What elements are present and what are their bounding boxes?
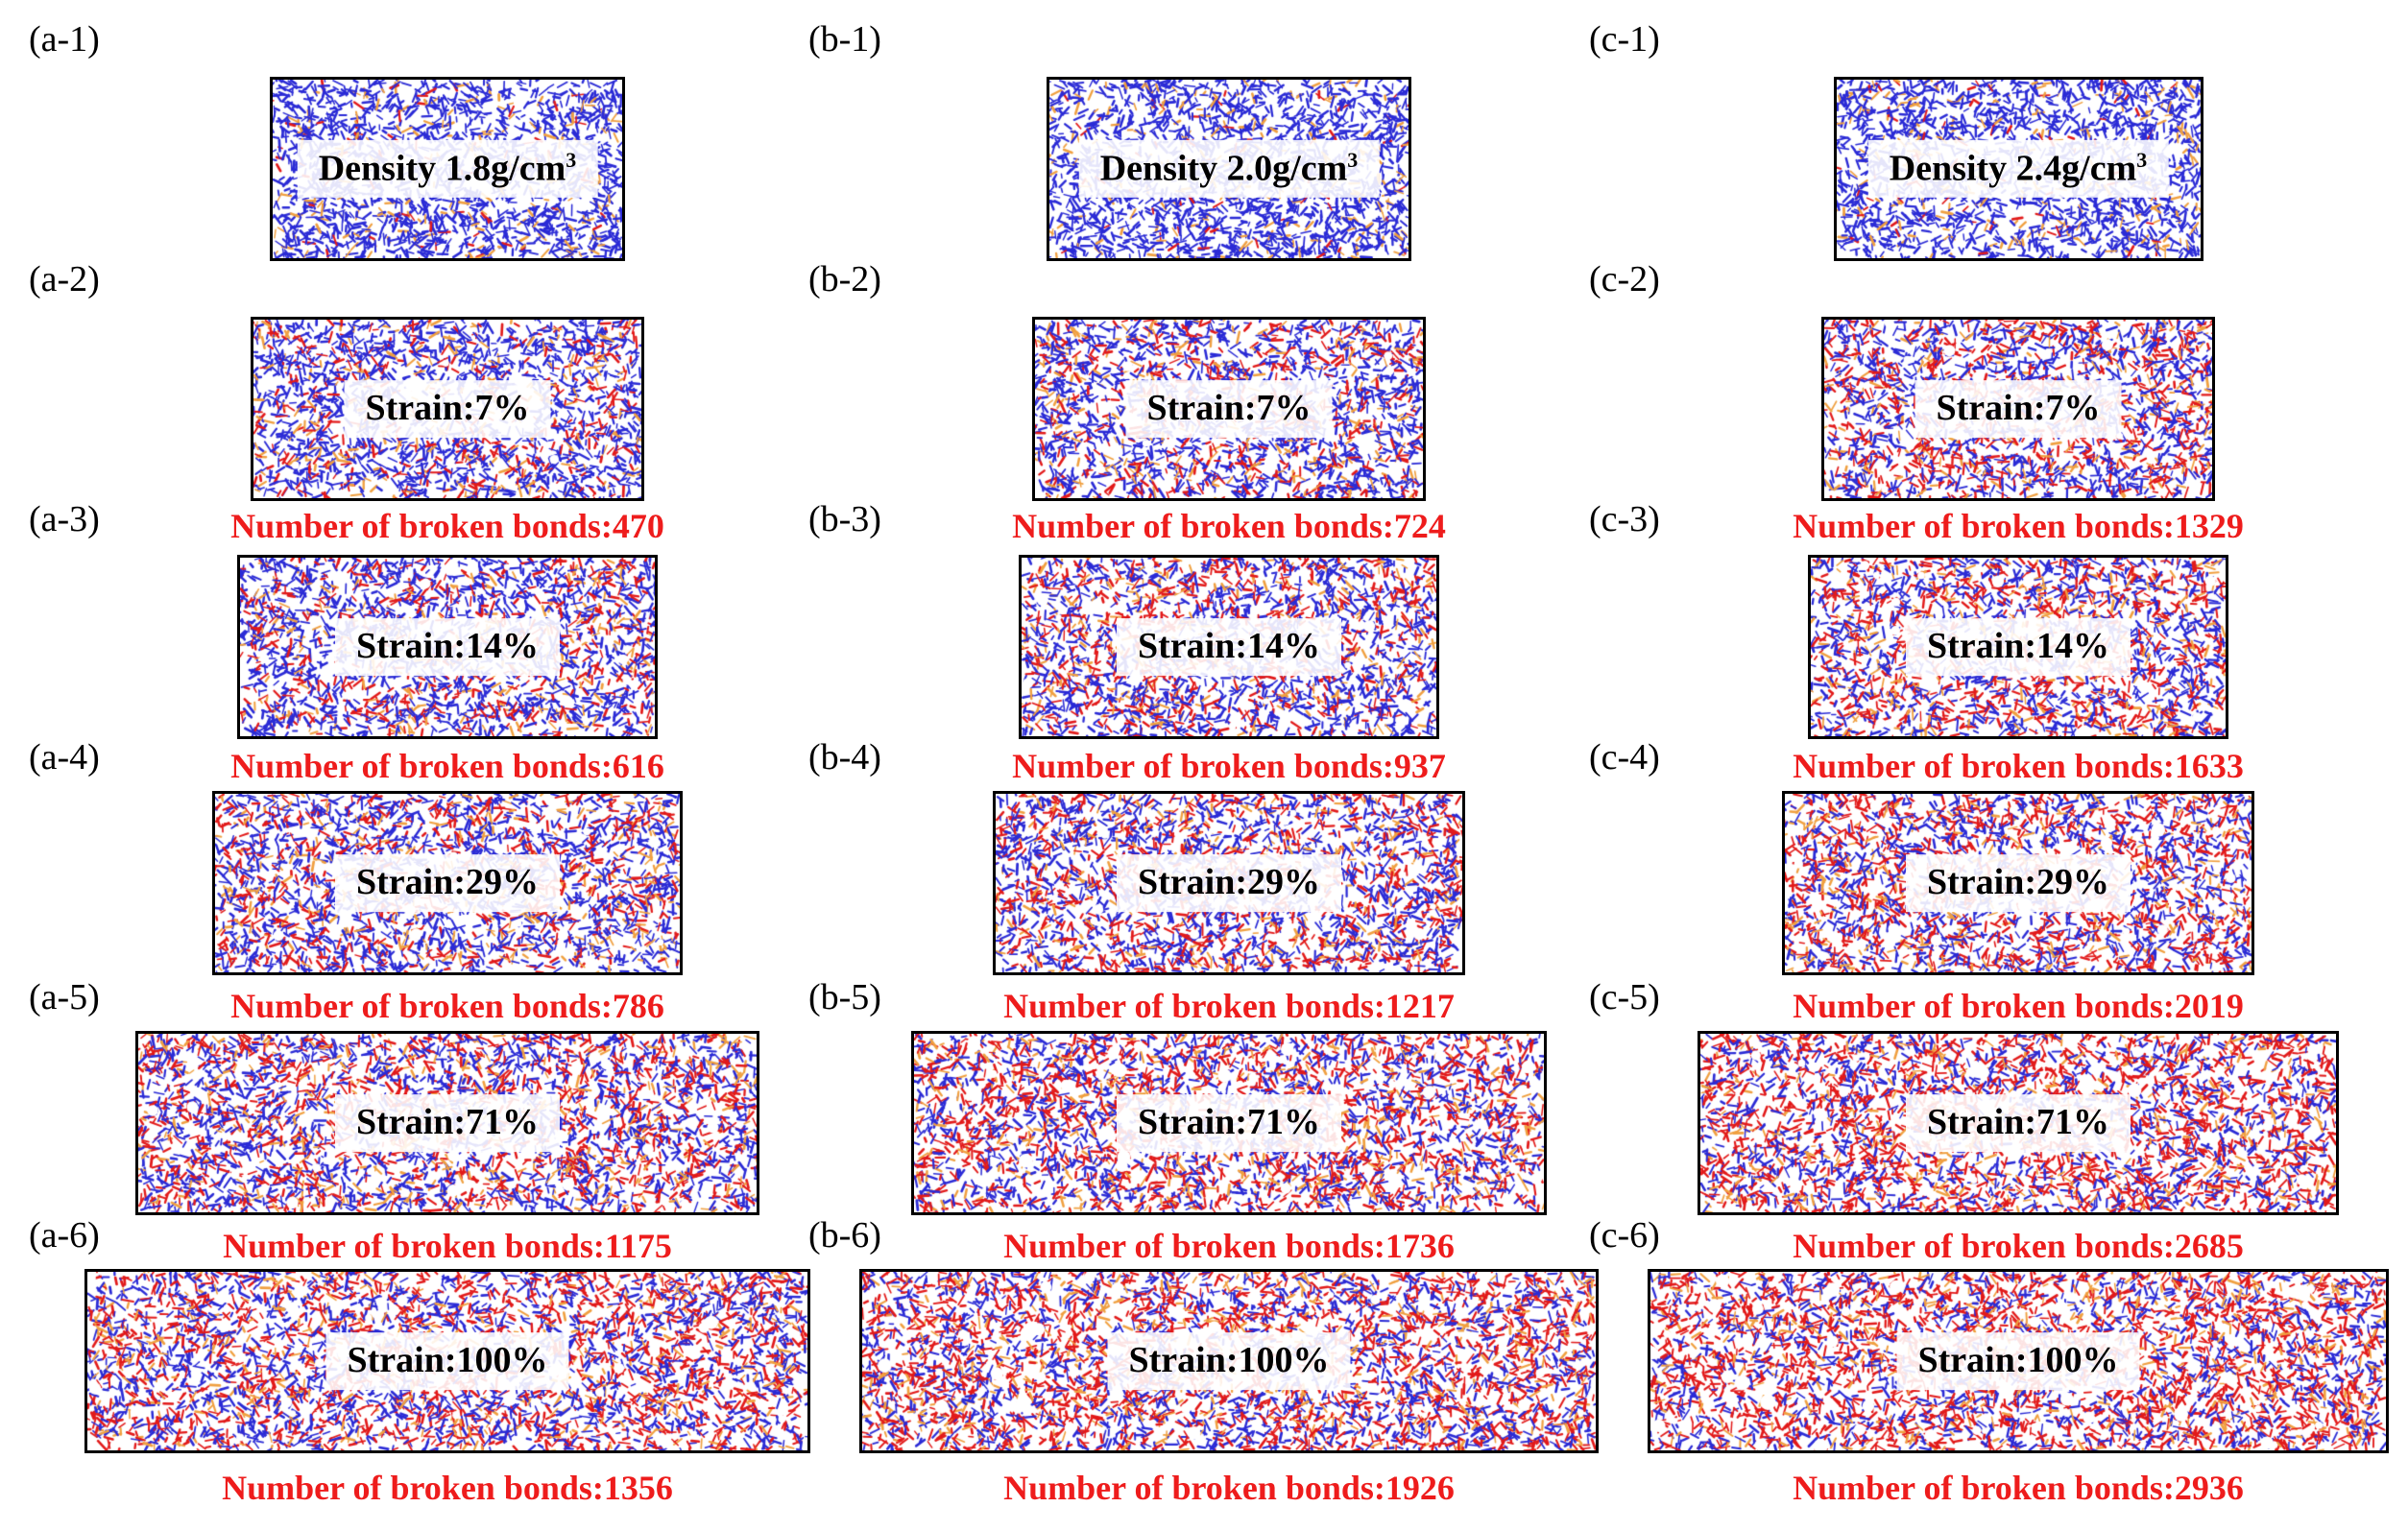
strain-label: Strain:7% (1125, 380, 1333, 438)
sample-title-text: Density 2.0g/cm (1099, 148, 1348, 189)
sample-title-text: Strain:71% (1927, 1102, 2109, 1143)
sample-title-text: Strain:14% (356, 626, 539, 667)
strain-label: Strain:71% (335, 1094, 560, 1152)
specimen-b-5: Strain:71% (911, 1031, 1547, 1215)
sample-title-text: Strain:100% (1128, 1340, 1330, 1381)
strain-label: Strain:7% (344, 380, 551, 438)
density-label: Density 1.8g/cm3 (297, 139, 598, 199)
specimen-c-4: Strain:29% (1782, 791, 2254, 975)
panel-label-a-6: (a-6) (29, 1215, 100, 1256)
sample-title-text: Strain:7% (1146, 388, 1312, 429)
strain-label: Strain:71% (1117, 1094, 1341, 1152)
strain-label: Strain:29% (1117, 854, 1341, 912)
sample-title-text: Strain:29% (1927, 862, 2109, 903)
specimen-c-1: Density 2.4g/cm3 (1833, 77, 2203, 261)
strain-label: Strain:100% (1107, 1332, 1351, 1390)
panel-label-b-4: (b-4) (808, 737, 881, 777)
sample-title-text: Strain:7% (365, 388, 530, 429)
specimen-a-1: Density 1.8g/cm3 (270, 77, 625, 261)
specimen-a-2: Strain:7% (251, 317, 644, 501)
sample-title-text: Density 2.4g/cm (1889, 148, 2137, 189)
strain-label: Strain:71% (1906, 1094, 2131, 1152)
broken-bonds-count-c-4: Number of broken bonds:2019 (1793, 987, 2244, 1025)
unit-superscript: 3 (2136, 147, 2148, 172)
panel-label-c-4: (c-4) (1589, 737, 1660, 777)
broken-bonds-count-c-6: Number of broken bonds:2936 (1793, 1469, 2244, 1507)
broken-bonds-count-b-6: Number of broken bonds:1926 (1003, 1469, 1455, 1507)
sample-title-text: Strain:71% (356, 1102, 539, 1143)
strain-label: Strain:100% (1896, 1332, 2140, 1390)
strain-label: Strain:14% (1117, 618, 1341, 676)
panel-label-b-1: (b-1) (808, 19, 881, 60)
strain-label: Strain:100% (325, 1332, 569, 1390)
panel-label-b-6: (b-6) (808, 1215, 881, 1256)
specimen-a-5: Strain:71% (135, 1031, 759, 1215)
strain-label: Strain:29% (335, 854, 560, 912)
strain-label: Strain:29% (1906, 854, 2131, 912)
specimen-b-4: Strain:29% (993, 791, 1465, 975)
panel-label-c-2: (c-2) (1589, 259, 1660, 299)
broken-bonds-count-a-3: Number of broken bonds:616 (230, 747, 664, 785)
strain-label: Strain:14% (1906, 618, 2131, 676)
sample-title-text: Strain:100% (347, 1340, 548, 1381)
panel-label-b-3: (b-3) (808, 499, 881, 539)
broken-bonds-count-c-3: Number of broken bonds:1633 (1793, 747, 2244, 785)
strain-label: Strain:14% (335, 618, 560, 676)
sample-title-text: Strain:29% (1138, 862, 1320, 903)
panel-label-a-5: (a-5) (29, 977, 100, 1017)
broken-bonds-count-b-2: Number of broken bonds:724 (1012, 507, 1446, 545)
unit-superscript: 3 (1347, 147, 1359, 172)
panel-label-b-5: (b-5) (808, 977, 881, 1017)
specimen-c-2: Strain:7% (1821, 317, 2215, 501)
unit-superscript: 3 (566, 147, 577, 172)
broken-bonds-count-b-5: Number of broken bonds:1736 (1003, 1227, 1455, 1265)
broken-bonds-count-a-4: Number of broken bonds:786 (230, 987, 664, 1025)
sample-title-text: Strain:14% (1138, 626, 1320, 667)
specimen-a-3: Strain:14% (237, 555, 658, 739)
broken-bonds-count-a-5: Number of broken bonds:1175 (223, 1227, 672, 1265)
specimen-c-6: Strain:100% (1648, 1269, 2389, 1453)
panel-label-c-5: (c-5) (1589, 977, 1660, 1017)
sample-title-text: Strain:7% (1936, 388, 2101, 429)
broken-bonds-count-a-2: Number of broken bonds:470 (230, 507, 664, 545)
panel-label-c-1: (c-1) (1589, 19, 1660, 60)
density-label: Density 2.4g/cm3 (1867, 139, 2169, 199)
specimen-b-6: Strain:100% (859, 1269, 1599, 1453)
strain-label: Strain:7% (1914, 380, 2122, 438)
broken-bonds-count-c-2: Number of broken bonds:1329 (1793, 507, 2244, 545)
specimen-c-3: Strain:14% (1808, 555, 2228, 739)
panel-label-a-3: (a-3) (29, 499, 100, 539)
specimen-b-2: Strain:7% (1032, 317, 1426, 501)
sample-title-text: Density 1.8g/cm (318, 148, 566, 189)
specimen-a-6: Strain:100% (84, 1269, 810, 1453)
specimen-a-4: Strain:29% (212, 791, 683, 975)
specimen-b-1: Density 2.0g/cm3 (1047, 77, 1411, 261)
density-label: Density 2.0g/cm3 (1078, 139, 1380, 199)
broken-bonds-count-a-6: Number of broken bonds:1356 (222, 1469, 673, 1507)
specimen-c-5: Strain:71% (1698, 1031, 2339, 1215)
panel-label-a-2: (a-2) (29, 259, 100, 299)
specimen-b-3: Strain:14% (1019, 555, 1439, 739)
broken-bonds-count-b-3: Number of broken bonds:937 (1012, 747, 1446, 785)
sample-title-text: Strain:29% (356, 862, 539, 903)
sample-title-text: Strain:71% (1138, 1102, 1320, 1143)
sample-title-text: Strain:100% (1917, 1340, 2119, 1381)
panel-label-b-2: (b-2) (808, 259, 881, 299)
sample-title-text: Strain:14% (1927, 626, 2109, 667)
broken-bonds-count-c-5: Number of broken bonds:2685 (1793, 1227, 2244, 1265)
panel-label-a-1: (a-1) (29, 19, 100, 60)
panel-label-c-6: (c-6) (1589, 1215, 1660, 1256)
panel-label-a-4: (a-4) (29, 737, 100, 777)
panel-label-c-3: (c-3) (1589, 499, 1660, 539)
broken-bonds-count-b-4: Number of broken bonds:1217 (1003, 987, 1455, 1025)
